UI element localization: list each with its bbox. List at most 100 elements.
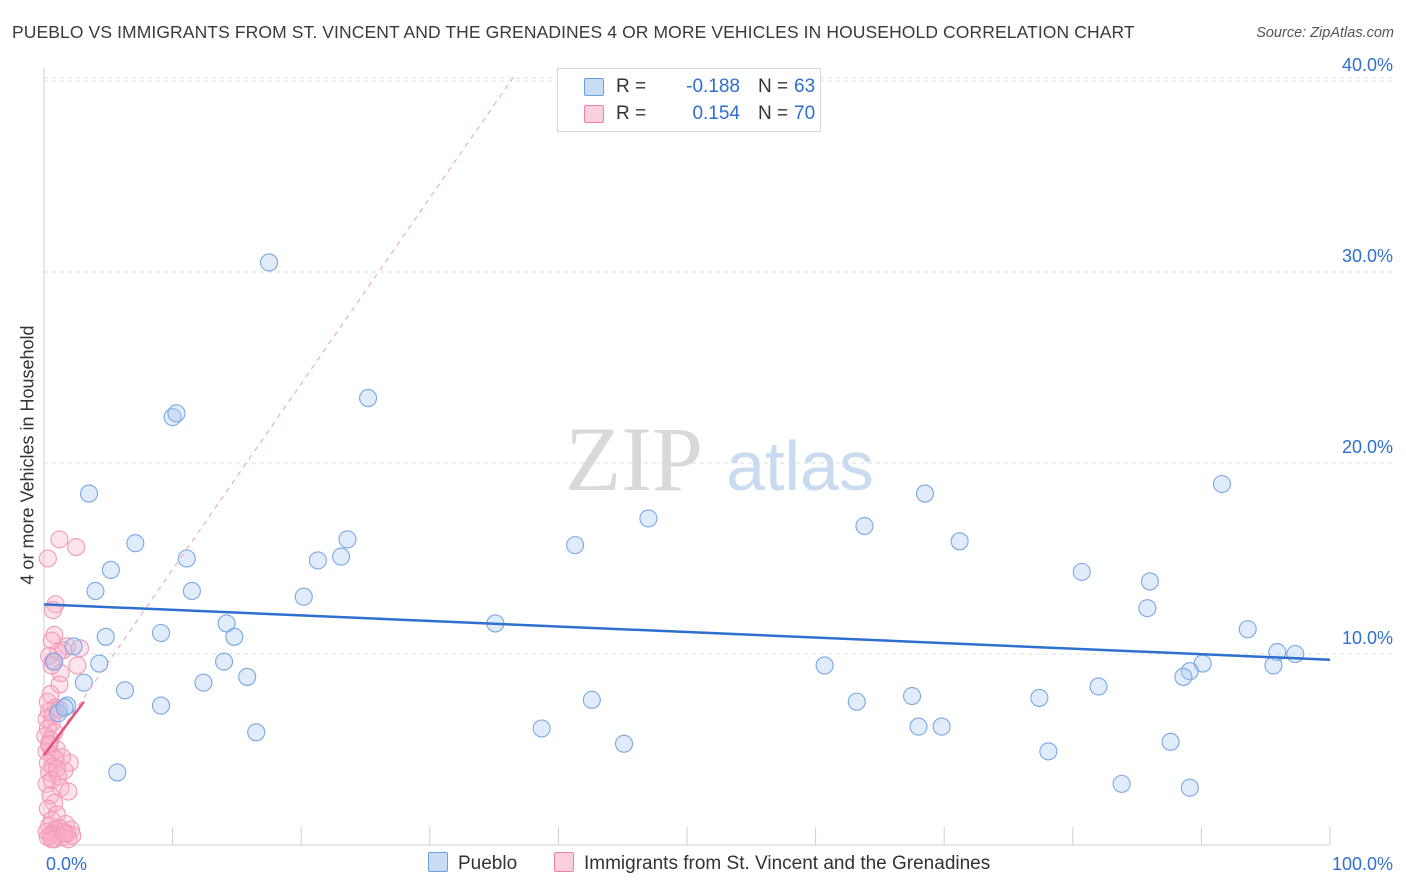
data-point-pueblo — [614, 734, 634, 753]
data-point-pueblo — [909, 717, 928, 736]
data-point-pueblo — [294, 587, 313, 606]
data-point-pueblo — [217, 614, 236, 633]
legend-r-value: -0.188 — [686, 76, 740, 97]
y-axis-label: 4 or more Vehicles in Household — [17, 325, 38, 585]
watermark-zip: ZIP — [565, 408, 703, 510]
data-point-pueblo — [115, 681, 135, 700]
data-point-pueblo — [126, 534, 145, 553]
data-point-pueblo — [582, 690, 601, 709]
data-point-pueblo — [151, 623, 171, 643]
y-tick-label: 20.0% — [1342, 437, 1393, 457]
grid-lines — [44, 77, 1392, 655]
data-point-immigrants — [55, 824, 74, 843]
data-point-pueblo — [359, 389, 378, 408]
data-point-pueblo — [915, 484, 934, 503]
data-point-immigrants — [68, 656, 87, 675]
legend-n-label: N = — [758, 103, 789, 124]
data-point-pueblo — [932, 717, 951, 736]
tick-labels: 10.0% 20.0% 30.0% 40.0% 0.0% 100.0% — [46, 55, 1393, 874]
data-point-pueblo — [55, 698, 74, 717]
data-point-pueblo — [902, 686, 922, 706]
data-point-pueblo — [214, 652, 234, 671]
legend-r-value: 0.154 — [692, 103, 740, 124]
data-point-pueblo — [45, 652, 64, 671]
data-point-pueblo — [1072, 562, 1091, 581]
data-point-pueblo — [96, 627, 115, 646]
data-point-pueblo — [182, 581, 201, 601]
bottom-legend-pueblo: Pueblo — [428, 852, 517, 875]
trend-lines — [42, 76, 1331, 756]
legend-swatch-immigrants — [584, 105, 604, 123]
trend-line-pueblo — [43, 603, 1331, 661]
data-point-pueblo — [247, 723, 266, 742]
data-point-pueblo — [1212, 474, 1232, 494]
data-point-immigrants — [50, 530, 69, 549]
data-point-pueblo — [639, 509, 658, 528]
data-point-pueblo — [151, 696, 171, 715]
data-point-pueblo — [332, 547, 351, 566]
legend-n-value: 70 — [794, 103, 816, 124]
legend-n-label: N = — [758, 76, 789, 97]
legend-r-label: R = — [616, 76, 647, 97]
y-tick-label: 40.0% — [1342, 55, 1393, 75]
data-point-pueblo — [1140, 572, 1160, 591]
data-point-pueblo — [259, 253, 279, 272]
data-point-pueblo — [338, 530, 357, 549]
data-point-pueblo — [238, 667, 257, 686]
data-point-pueblo — [308, 551, 327, 570]
legend-r-label: R = — [616, 103, 647, 124]
data-point-pueblo — [74, 673, 93, 692]
legend-swatch-pueblo — [584, 78, 604, 96]
data-point-pueblo — [90, 654, 109, 673]
data-point-pueblo — [566, 536, 585, 555]
data-point-pueblo — [1112, 774, 1131, 793]
data-point-pueblo — [532, 719, 551, 738]
data-point-immigrants — [37, 774, 56, 793]
bottom-legend-label-pueblo: Pueblo — [458, 853, 518, 874]
data-point-immigrants — [67, 537, 86, 557]
data-point-pueblo — [101, 560, 120, 580]
series-pueblo-points — [45, 253, 1305, 797]
data-point-immigrants — [38, 549, 57, 568]
data-point-immigrants — [59, 782, 78, 801]
data-point-immigrants — [50, 675, 69, 694]
data-point-pueblo — [225, 627, 244, 646]
data-point-pueblo — [1238, 620, 1257, 639]
watermark: ZIP atlas — [565, 408, 874, 510]
data-point-pueblo — [108, 763, 127, 782]
data-point-pueblo — [1030, 688, 1049, 707]
data-point-pueblo — [855, 516, 874, 536]
data-point-pueblo — [847, 692, 866, 711]
data-point-immigrants — [47, 759, 66, 778]
data-point-immigrants — [40, 734, 59, 753]
trend-line-immigrants — [42, 701, 85, 756]
data-point-pueblo — [194, 673, 213, 692]
trend-line-immigrants-dashed — [43, 76, 514, 756]
data-point-pueblo — [177, 549, 196, 568]
chart-title: PUEBLO VS IMMIGRANTS FROM ST. VINCENT AN… — [12, 22, 1135, 42]
data-point-pueblo — [86, 581, 105, 601]
x-tick-label: 100.0% — [1332, 854, 1393, 874]
data-point-pueblo — [950, 532, 969, 551]
watermark-atlas: atlas — [726, 427, 874, 505]
data-point-pueblo — [1180, 778, 1199, 797]
source-credit: Source: ZipAtlas.com — [1256, 25, 1394, 41]
data-point-pueblo — [1174, 667, 1193, 686]
bottom-legend-immigrants: Immigrants from St. Vincent and the Gren… — [554, 852, 990, 875]
data-point-pueblo — [1039, 742, 1058, 761]
data-point-pueblo — [167, 404, 186, 423]
bottom-legend-label-immigrants: Immigrants from St. Vincent and the Gren… — [584, 853, 991, 874]
data-point-pueblo — [1138, 599, 1157, 618]
data-point-pueblo — [64, 637, 83, 656]
x-tick-label: 0.0% — [46, 854, 87, 874]
data-point-pueblo — [1264, 656, 1283, 675]
bottom-legend-swatch-pueblo — [428, 852, 448, 872]
data-point-pueblo — [1161, 732, 1180, 751]
data-point-pueblo — [815, 656, 834, 675]
y-tick-label: 10.0% — [1342, 628, 1393, 648]
bottom-legend-swatch-immigrants — [554, 852, 574, 872]
data-point-pueblo — [79, 484, 99, 503]
legend-n-value: 63 — [794, 76, 816, 97]
data-point-pueblo — [1089, 677, 1108, 696]
